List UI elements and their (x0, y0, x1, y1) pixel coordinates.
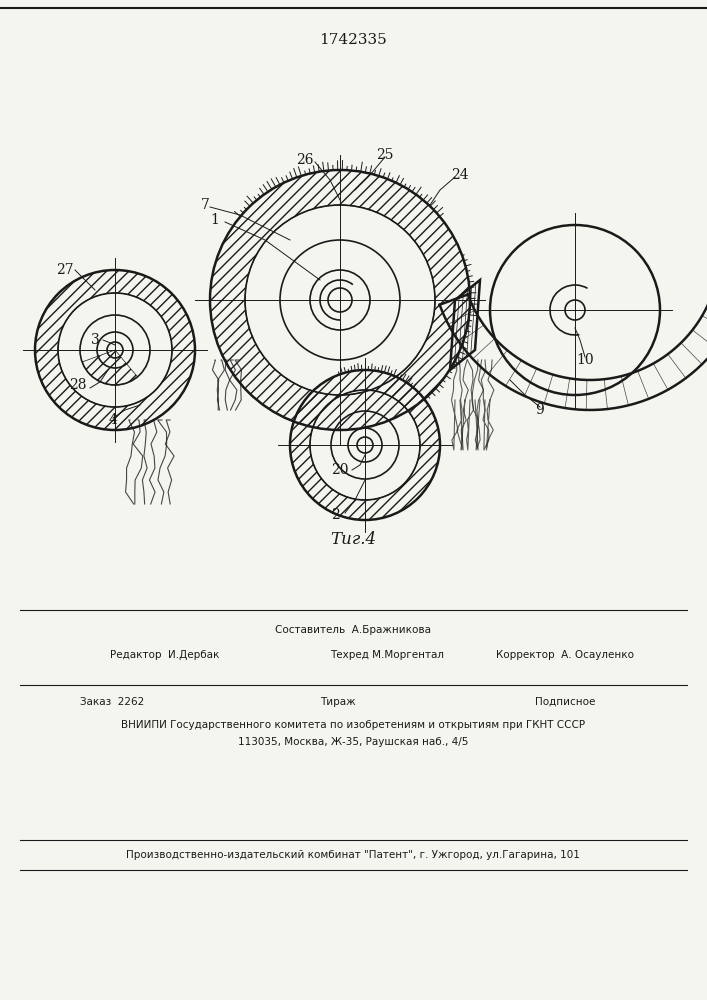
Text: ВНИИПИ Государственного комитета по изобретениям и открытиям при ГКНТ СССР: ВНИИПИ Государственного комитета по изоб… (121, 720, 585, 730)
Text: 3: 3 (90, 333, 100, 347)
Text: 27: 27 (56, 263, 74, 277)
Text: 1: 1 (211, 213, 219, 227)
Text: Редактор  И.Дербак: Редактор И.Дербак (110, 650, 219, 660)
Text: 25: 25 (376, 148, 394, 162)
Text: 1742335: 1742335 (319, 33, 387, 47)
Text: 7: 7 (201, 198, 209, 212)
Text: Техред М.Моргентал: Техред М.Моргентал (330, 650, 444, 660)
Text: Заказ  2262: Заказ 2262 (80, 697, 144, 707)
Text: 24: 24 (451, 168, 469, 182)
Text: 2: 2 (331, 508, 339, 522)
Text: 10: 10 (576, 353, 594, 367)
Text: 28: 28 (69, 378, 87, 392)
Text: 4: 4 (109, 413, 117, 427)
Text: 26: 26 (296, 153, 314, 167)
Text: 9: 9 (536, 403, 544, 417)
Text: Τиг.4: Τиг.4 (330, 532, 376, 548)
Text: 20: 20 (332, 463, 349, 477)
Text: Производственно-издательский комбинат "Патент", г. Ужгород, ул.Гагарина, 101: Производственно-издательский комбинат "П… (126, 850, 580, 860)
Text: Корректор  А. Осауленко: Корректор А. Осауленко (496, 650, 634, 660)
Text: Составитель  А.Бражникова: Составитель А.Бражникова (275, 625, 431, 635)
Text: 113035, Москва, Ж-35, Раушская наб., 4/5: 113035, Москва, Ж-35, Раушская наб., 4/5 (238, 737, 468, 747)
Text: Подписное: Подписное (534, 697, 595, 707)
Text: Тираж: Тираж (320, 697, 356, 707)
